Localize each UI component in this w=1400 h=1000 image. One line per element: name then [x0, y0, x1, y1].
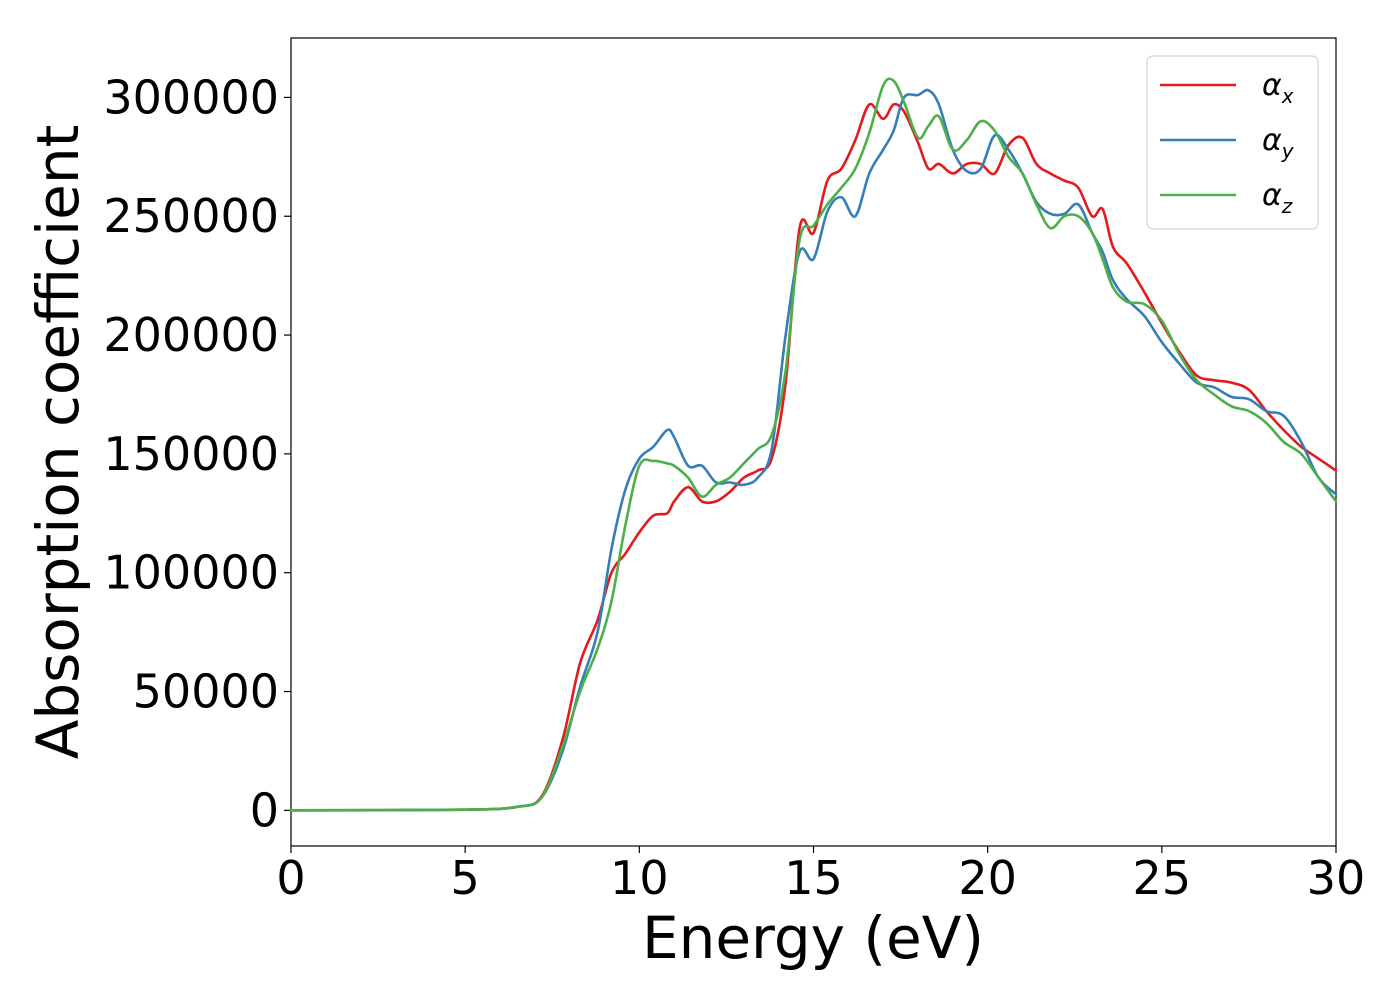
x-axis-label: Energy (eV)	[642, 904, 984, 972]
series-line-z	[289, 77, 1338, 812]
y-tick-label: 150000	[103, 427, 279, 481]
y-tick-label: 100000	[103, 546, 279, 600]
y-tick-label: 300000	[103, 70, 279, 124]
y-tick-label: 50000	[133, 665, 279, 719]
x-tick-label: 15	[784, 851, 843, 905]
x-tick-label: 20	[958, 851, 1017, 905]
x-tick-label: 30	[1307, 851, 1366, 905]
y-axis: 0 50000 100000 150000 200000 250000 300000	[103, 70, 291, 837]
x-tick-label: 10	[610, 851, 669, 905]
y-tick-label: 0	[250, 783, 279, 837]
y-tick-label: 250000	[103, 189, 279, 243]
x-tick-label: 0	[276, 851, 305, 905]
series-line-y	[289, 88, 1338, 812]
legend-box	[1146, 55, 1319, 230]
x-axis: 0 5 10 15 20 25 30	[276, 846, 1365, 905]
y-axis-label: Absorption coefficient	[24, 125, 92, 760]
y-tick-label: 200000	[103, 308, 279, 362]
x-tick-label: 25	[1133, 851, 1192, 905]
series-lines	[289, 77, 1338, 812]
x-tick-label: 5	[451, 851, 480, 905]
series-line-x	[289, 102, 1338, 812]
